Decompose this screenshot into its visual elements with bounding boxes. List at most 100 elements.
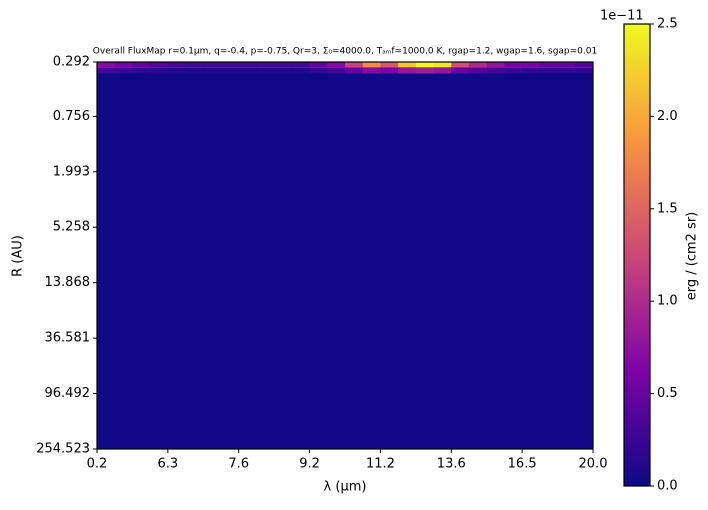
heatmap-cell <box>150 67 169 74</box>
heatmap-cell <box>238 73 257 450</box>
colorbar-tick-label: 0.5 <box>657 386 678 401</box>
heatmap-cell <box>132 67 151 74</box>
heatmap-cell <box>398 73 417 450</box>
colorbar-tick-label: 2.0 <box>657 109 678 124</box>
heatmap-cell <box>167 73 187 450</box>
heatmap-cell <box>291 73 311 450</box>
y-tick-label: 254.523 <box>36 442 90 457</box>
heatmap-cell <box>575 67 594 74</box>
heatmap-cell <box>114 73 133 450</box>
heatmap-cell <box>221 62 240 68</box>
heatmap-cell <box>539 67 559 74</box>
heatmap-cell <box>362 73 381 450</box>
heatmap-cell <box>469 62 488 68</box>
x-tick-label: 16.5 <box>508 457 537 472</box>
plot-frame <box>96 61 594 450</box>
heatmap-cell <box>97 73 116 450</box>
heatmap-cell <box>575 62 594 68</box>
heatmap-cell <box>185 67 204 74</box>
heatmap-cell <box>309 73 328 450</box>
heatmap-cell <box>522 67 541 74</box>
heatmap-cell <box>539 62 559 68</box>
heatmap-cell <box>345 73 364 450</box>
heatmap-cell <box>504 62 523 68</box>
heatmap-cell <box>415 67 435 74</box>
heatmap-cell <box>380 67 399 74</box>
y-tick-label: 36.581 <box>45 331 91 346</box>
heatmap-cell <box>486 62 505 68</box>
heatmap-cell <box>486 67 505 74</box>
y-tick-label: 5.258 <box>53 220 90 235</box>
heatmap-cell <box>132 73 151 450</box>
colorbar-tick-label: 0.0 <box>657 479 678 494</box>
chart-title: Overall FluxMap r=0.1μm, q=-0.4, p=-0.75… <box>93 47 597 57</box>
colorbar-tick-label: 1.5 <box>657 201 678 216</box>
heatmap-cell <box>309 67 328 74</box>
heatmap-cell <box>291 62 311 68</box>
heatmap-cell <box>469 73 488 450</box>
heatmap-cell <box>557 67 576 74</box>
heatmap-cell <box>221 67 240 74</box>
heatmap-cell <box>97 62 116 68</box>
y-tick-label: 1.993 <box>53 164 90 179</box>
heatmap-cell <box>557 73 576 450</box>
heatmap-cell <box>398 62 417 68</box>
colorbar-tick-label: 1.0 <box>657 294 678 309</box>
colorbar <box>623 23 651 487</box>
heatmap-cell <box>203 73 222 450</box>
heatmap-cell <box>557 62 576 68</box>
heatmap-cell <box>238 62 257 68</box>
y-tick-label: 13.868 <box>45 275 91 290</box>
heatmap-cell <box>291 67 311 74</box>
heatmap-cell <box>504 73 523 450</box>
x-tick-label: 11.2 <box>366 457 395 472</box>
heatmap-cell <box>274 67 293 74</box>
heatmap-cell <box>539 73 559 450</box>
heatmap-cell <box>256 62 275 68</box>
heatmap-cell <box>362 67 381 74</box>
heatmap-cell <box>398 67 417 74</box>
heatmap-cell <box>415 73 435 450</box>
heatmap-cell <box>327 73 346 450</box>
heatmap-cell <box>380 73 399 450</box>
heatmap-cell <box>167 62 187 68</box>
heatmap-cell <box>327 67 346 74</box>
heatmap-cell <box>114 62 133 68</box>
x-tick-label: 9.2 <box>299 457 320 472</box>
x-tick-label: 0.2 <box>87 457 108 472</box>
colorbar-label: erg / (cm2 sr) <box>685 212 700 301</box>
y-tick-label: 0.756 <box>53 109 90 124</box>
heatmap-cell <box>504 67 523 74</box>
heatmap-cell <box>451 73 470 450</box>
heatmap-cell <box>97 67 116 74</box>
heatmap-cell <box>451 62 470 68</box>
heatmap-cell <box>150 73 169 450</box>
heatmap-cell <box>451 67 470 74</box>
heatmap-cell <box>469 67 488 74</box>
heatmap-cell <box>345 67 364 74</box>
heatmap-cell <box>185 73 204 450</box>
heatmap-cell <box>380 62 399 68</box>
y-axis-label: R (AU) <box>11 235 26 277</box>
heatmap-cell <box>114 67 133 74</box>
heatmap-cell <box>132 62 151 68</box>
x-tick-label: 7.6 <box>228 457 249 472</box>
heatmap-cell <box>150 62 169 68</box>
heatmap-cell <box>415 62 435 68</box>
heatmap-cell <box>256 73 275 450</box>
heatmap-cell <box>167 67 187 74</box>
y-tick-label: 0.292 <box>53 55 90 70</box>
heatmap-cell <box>345 62 364 68</box>
heatmap-cell <box>362 62 381 68</box>
heatmap-cell <box>309 62 328 68</box>
heatmap-cell <box>203 62 222 68</box>
heatmap-cell <box>274 73 293 450</box>
heatmap-cell <box>238 67 257 74</box>
x-tick-label: 6.3 <box>158 457 179 472</box>
heatmap-cell <box>327 62 346 68</box>
heatmap-cell <box>433 62 452 68</box>
heatmap-cell <box>522 73 541 450</box>
heatmap-cell <box>486 73 505 450</box>
colorbar-offset: 1e−11 <box>600 9 644 24</box>
